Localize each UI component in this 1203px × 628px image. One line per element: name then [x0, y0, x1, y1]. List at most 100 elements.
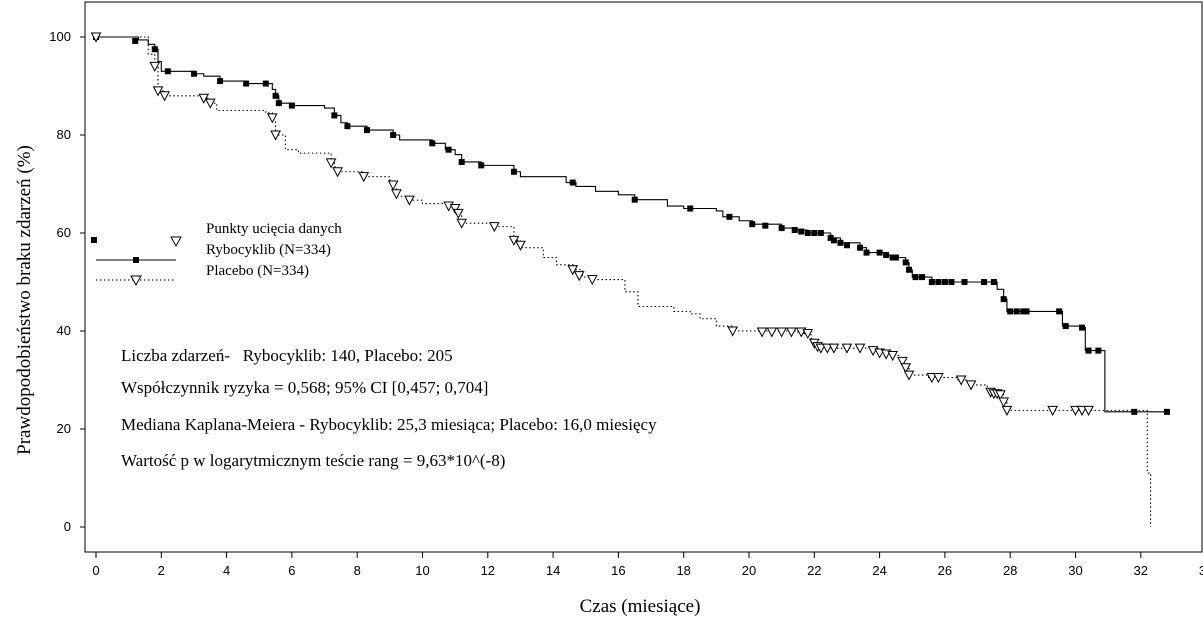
x-tick-label: 2: [158, 563, 165, 578]
censor-mark-rybocyklib: [687, 205, 694, 212]
censor-mark-placebo: [995, 390, 1006, 401]
censor-mark-rybocyklib: [876, 249, 883, 256]
x-tick-label: 0: [92, 563, 99, 578]
censor-mark-placebo: [756, 327, 768, 338]
censor-mark-rybocyklib: [843, 242, 850, 249]
censor-mark-placebo: [90, 32, 102, 43]
censor-mark-rybocyklib: [151, 46, 158, 53]
censor-mark-placebo: [933, 373, 944, 384]
censor-mark-placebo: [887, 351, 898, 362]
censor-mark-placebo: [488, 222, 500, 233]
legend-entry-rybocyklib: Rybocyklib (N=334): [206, 242, 331, 258]
x-axis: 0246810121416182022242628303234: [92, 552, 1203, 578]
censor-mark-placebo: [567, 265, 579, 276]
x-tick-label: 12: [481, 563, 495, 578]
censor-mark-placebo: [998, 397, 1010, 408]
censor-mark-placebo: [828, 343, 840, 354]
censor-mark-rybocyklib: [1000, 296, 1007, 303]
x-tick-label: 22: [807, 563, 821, 578]
censor-mark-rybocyklib: [1163, 408, 1170, 415]
censor-mark-placebo: [391, 189, 402, 200]
censor-mark-placebo: [1076, 405, 1088, 416]
censor-mark-rybocyklib: [344, 123, 351, 130]
censor-mark-placebo: [358, 172, 370, 183]
censor-mark-rybocyklib: [778, 225, 785, 232]
censor-mark-rybocyklib: [948, 279, 955, 285]
censor-mark-rybocyklib: [275, 100, 282, 107]
legend-censor-marker-placebo: [170, 236, 182, 248]
censor-mark-rybocyklib: [1085, 347, 1092, 354]
censor-mark-placebo: [270, 130, 281, 141]
censor-mark-rybocyklib: [478, 162, 485, 169]
censor-mark-rybocyklib: [363, 127, 370, 134]
censor-mark-placebo: [897, 356, 908, 367]
x-tick-label: 30: [1068, 563, 1082, 578]
censor-mark-rybocyklib: [1007, 308, 1014, 315]
censor-mark-placebo: [766, 327, 778, 338]
censor-mark-rybocyklib: [190, 70, 197, 77]
censor-mark-rybocyklib: [749, 221, 756, 228]
y-tick-label: 0: [64, 519, 71, 534]
x-tick-label: 28: [1003, 563, 1017, 578]
censor-mark-placebo: [1070, 405, 1081, 416]
legend-entry-placebo: Placebo (N=334): [206, 263, 309, 279]
censor-mark-placebo: [508, 235, 520, 246]
censor-mark-placebo: [727, 326, 739, 337]
censor-mark-placebo: [198, 93, 210, 104]
censor-mark-rybocyklib: [935, 279, 942, 285]
censor-mark-placebo: [449, 204, 461, 215]
annotation-hazard-ratio: Współczynnik ryzyka = 0,568; 95% CI [0,4…: [121, 378, 488, 397]
censor-mark-rybocyklib: [883, 252, 890, 259]
censor-mark-rybocyklib: [798, 228, 805, 235]
censor-mark-rybocyklib: [837, 239, 844, 246]
x-tick-label: 18: [676, 563, 690, 578]
y-tick-label: 40: [57, 323, 71, 338]
censor-mark-placebo: [926, 373, 938, 384]
censor-mark-placebo: [955, 375, 967, 386]
censor-mark-rybocyklib: [919, 274, 926, 281]
y-tick-label: 80: [57, 127, 71, 142]
censor-mark-rybocyklib: [941, 279, 948, 285]
censor-mark-placebo: [573, 271, 585, 282]
km-curve-placebo: [96, 36, 1152, 527]
censor-mark-rybocyklib: [928, 279, 935, 285]
x-tick-label: 24: [872, 563, 886, 578]
censor-mark-rybocyklib: [429, 140, 436, 147]
censor-mark-rybocyklib: [857, 244, 864, 251]
censor-mark-rybocyklib: [804, 230, 811, 236]
censor-mark-rybocyklib: [912, 274, 919, 281]
x-tick-label: 26: [938, 563, 952, 578]
censor-mark-placebo: [900, 363, 912, 374]
censor-mark-placebo: [453, 208, 464, 219]
x-tick-label: 10: [415, 563, 429, 578]
censor-mark-placebo: [325, 158, 337, 169]
censor-mark-rybocyklib: [510, 168, 517, 175]
censor-mark-rybocyklib: [631, 196, 638, 203]
censor-mark-rybocyklib: [961, 279, 968, 285]
x-tick-label: 6: [288, 563, 295, 578]
censor-mark-rybocyklib: [1062, 323, 1069, 330]
censor-mark-rybocyklib: [1095, 347, 1102, 354]
censor-mark-placebo: [1047, 405, 1058, 416]
censor-mark-placebo: [149, 61, 161, 72]
censor-mark-placebo: [841, 343, 853, 354]
censor-mark-placebo: [854, 343, 866, 354]
series-layer: [96, 36, 1167, 527]
legend-censor-label: Punkty ucięcia danych: [206, 221, 342, 237]
censor-mark-rybocyklib: [569, 179, 576, 186]
y-tick-label: 60: [57, 225, 71, 240]
annotation-event-count: Liczba zdarzeń- Rybocyklib: 140, Placebo…: [121, 346, 453, 365]
x-tick-label: 16: [611, 563, 625, 578]
x-tick-label: 34: [1199, 563, 1203, 578]
plot-frame: [84, 1, 1203, 553]
censor-mark-rybocyklib: [331, 112, 338, 119]
legend: Punkty ucięcia danych Rybocyklib (N=334)…: [91, 221, 342, 287]
censor-mark-rybocyklib: [762, 222, 769, 229]
annotation-p-value: Wartość p w logarytmicznym teście rang =…: [121, 451, 505, 470]
censor-mark-rybocyklib: [981, 279, 988, 285]
x-tick-label: 8: [354, 563, 361, 578]
censor-mark-rybocyklib: [272, 92, 279, 99]
censor-mark-rybocyklib: [164, 68, 171, 75]
legend-censor-marker-rybocyklib: [91, 237, 97, 243]
